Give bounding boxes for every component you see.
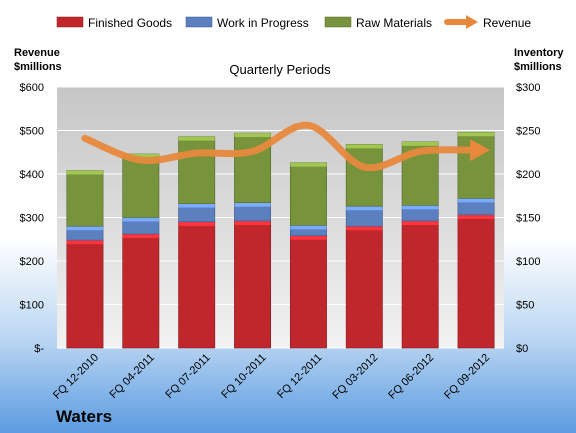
- legend-swatch-raw-materials: [324, 16, 352, 28]
- bar-highlight-work-in-progress: [122, 217, 159, 222]
- right-tick-label: $250: [516, 126, 540, 138]
- revenue-arrowhead: [470, 139, 491, 162]
- legend-label-raw-materials: Raw Materials: [356, 16, 432, 30]
- left-tick-label: $500: [20, 126, 44, 138]
- bar-raw-materials: [345, 144, 383, 207]
- right-tick-label: $50: [516, 300, 534, 312]
- bar-highlight-finished-goods: [402, 220, 439, 225]
- bar-highlight-finished-goods: [457, 214, 495, 219]
- bar-highlight-work-in-progress: [457, 198, 495, 203]
- revenue-line: [81, 121, 480, 172]
- right-tick-label: $0: [516, 343, 528, 355]
- company-name: Waters: [56, 407, 112, 426]
- bar-raw-materials: [289, 162, 327, 226]
- bar-highlight-raw-materials: [178, 136, 215, 141]
- x-tick-label: FQ 07-2011: [163, 352, 212, 401]
- legend: Finished Goods Work in Progress Raw Mate…: [56, 15, 531, 30]
- left-tick-label: $100: [20, 300, 44, 312]
- bar-highlight-work-in-progress: [290, 225, 327, 230]
- bar-finished-goods: [457, 214, 495, 349]
- bars: [66, 131, 495, 349]
- left-tick-label: $-: [34, 343, 44, 355]
- x-tick-label: FQ 12-2010: [51, 352, 101, 402]
- bar-raw-materials: [66, 170, 104, 227]
- chart-title: Quarterly Periods: [229, 62, 331, 77]
- right-axis-title-line1: Inventory: [514, 47, 564, 59]
- right-axis-title-line2: $millions: [514, 61, 562, 73]
- bar-highlight-raw-materials: [346, 144, 383, 149]
- bar-finished-goods: [401, 220, 439, 349]
- x-tick-label: FQ 06-2012: [386, 352, 436, 402]
- right-tick-labels: $0 $50 $100 $150 $200 $250 $300: [516, 82, 540, 355]
- bar-highlight-finished-goods: [234, 220, 271, 225]
- bar-raw-materials: [178, 136, 216, 204]
- bar-highlight-finished-goods: [346, 226, 383, 231]
- legend-revenue-arrowhead: [466, 15, 478, 29]
- bar-highlight-work-in-progress: [402, 205, 439, 210]
- x-tick-label: FQ 09-2012: [442, 352, 492, 402]
- bar-raw-materials: [122, 153, 160, 218]
- x-tick-label: FQ 12-2011: [275, 352, 324, 401]
- bar-highlight-finished-goods: [66, 240, 104, 245]
- left-tick-label: $300: [20, 213, 44, 225]
- bar-highlight-work-in-progress: [66, 226, 104, 231]
- legend-label-revenue: Revenue: [483, 16, 531, 30]
- left-axis-title-line1: Revenue: [14, 47, 60, 59]
- x-tick-label: FQ 04-2011: [108, 352, 157, 401]
- right-tick-label: $300: [516, 82, 540, 94]
- bar-finished-goods: [289, 235, 327, 349]
- bar-raw-materials: [457, 131, 495, 199]
- legend-swatch-finished-goods: [56, 16, 84, 28]
- x-tick-label: FQ 10-2011: [219, 352, 268, 401]
- bar-highlight-raw-materials: [234, 133, 271, 138]
- left-tick-labels: $- $100 $200 $300 $400 $500 $600: [20, 82, 45, 355]
- x-tick-label: FQ 03-2012: [330, 352, 380, 402]
- legend-swatch-work-in-progress: [185, 16, 213, 28]
- right-tick-label: $150: [516, 213, 540, 225]
- bar-highlight-work-in-progress: [234, 202, 271, 207]
- bar-highlight-raw-materials: [66, 170, 104, 175]
- bar-finished-goods: [178, 221, 216, 349]
- legend-label-work-in-progress: Work in Progress: [217, 16, 309, 30]
- bar-highlight-raw-materials: [290, 162, 327, 167]
- bar-highlight-raw-materials: [457, 132, 495, 137]
- legend-label-finished-goods: Finished Goods: [88, 16, 172, 30]
- right-tick-label: $200: [516, 169, 540, 181]
- bar-finished-goods: [345, 225, 383, 349]
- x-tick-labels: FQ 12-2010 FQ 04-2011 FQ 07-2011 FQ 10-2011…: [51, 352, 492, 402]
- left-tick-label: $200: [20, 256, 44, 268]
- revenue-line-group: [81, 121, 491, 172]
- left-tick-label: $400: [20, 169, 44, 181]
- bar-highlight-finished-goods: [178, 221, 215, 226]
- left-tick-label: $600: [20, 82, 44, 94]
- bar-finished-goods: [66, 239, 104, 349]
- bar-highlight-work-in-progress: [346, 206, 383, 211]
- bar-highlight-finished-goods: [290, 235, 327, 240]
- bar-highlight-finished-goods: [122, 234, 159, 239]
- bar-finished-goods: [122, 233, 160, 349]
- bar-highlight-raw-materials: [122, 153, 159, 158]
- bar-highlight-work-in-progress: [178, 203, 215, 208]
- bar-finished-goods: [234, 220, 272, 349]
- left-axis-title-line2: $millions: [14, 61, 62, 73]
- bar-highlight-raw-materials: [402, 141, 439, 146]
- right-tick-label: $100: [516, 256, 540, 268]
